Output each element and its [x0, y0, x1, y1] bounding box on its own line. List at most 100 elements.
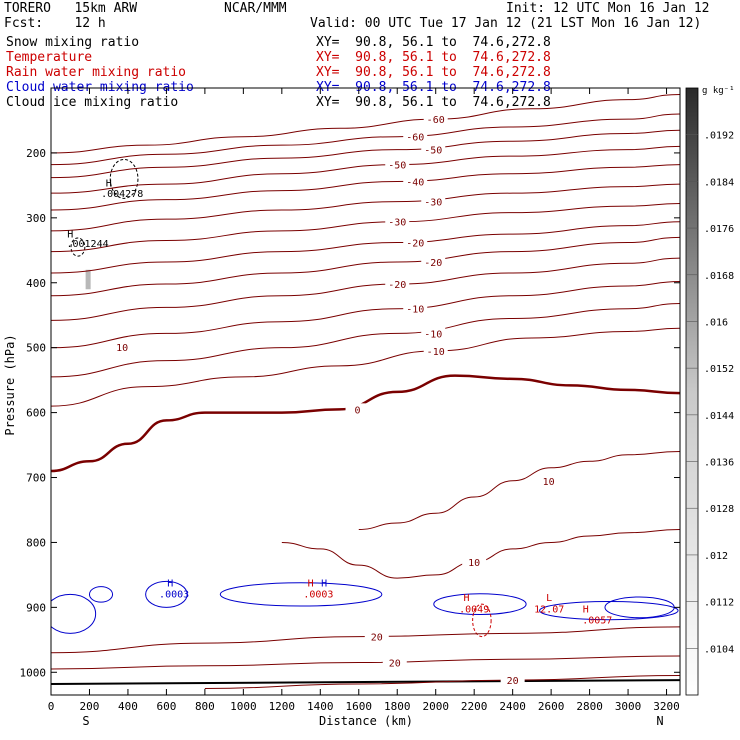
isotherm-label-bg	[421, 327, 446, 339]
max-min-annotation: H	[321, 579, 327, 590]
y-tick-label: 400	[26, 277, 46, 290]
max-min-annotation: H	[106, 179, 112, 190]
x-tick-label: 0	[48, 700, 55, 713]
y-axis-title: Pressure (hPa)	[3, 334, 17, 435]
isotherm-line	[51, 164, 680, 211]
x-axis-title: Distance (km)	[319, 714, 413, 728]
isotherm-label: -10	[427, 347, 445, 358]
max-min-annotation: L	[546, 593, 552, 604]
left-end-label: S	[82, 714, 89, 728]
x-tick-label: 2400	[499, 700, 526, 713]
x-tick-label: 200	[80, 700, 100, 713]
x-tick-label: 1400	[307, 700, 334, 713]
legend-field-4: Cloud ice mixing ratio	[6, 95, 179, 110]
isotherm-label-bg	[382, 656, 407, 668]
isotherm-line	[51, 257, 680, 321]
isotherm-line	[51, 626, 680, 654]
isotherm-line	[281, 528, 680, 579]
x-tick-label: 1600	[346, 700, 373, 713]
x-tick-label: 1800	[384, 700, 411, 713]
cloud-contour	[109, 158, 139, 199]
cloud-contour	[472, 603, 492, 638]
y-tick-label: 800	[26, 536, 46, 549]
colorbar-tick-label: .0136	[704, 458, 734, 469]
max-min-annotation: .004278	[101, 189, 143, 200]
x-tick-label: 3200	[653, 700, 680, 713]
model-title: TORERO 15km ARW	[4, 1, 138, 16]
isotherm-label: 20	[371, 633, 383, 644]
x-tick-label: 2600	[538, 700, 565, 713]
isotherm-label: 20	[389, 659, 401, 670]
colorbar-tick-label: .0184	[704, 177, 734, 188]
y-tick-label: 500	[26, 342, 46, 355]
isotherm-line	[51, 183, 680, 232]
isotherm-label: 10	[543, 477, 555, 488]
cloud-contour	[70, 237, 86, 257]
max-min-annotation: H	[583, 605, 589, 616]
isotherm-line	[51, 113, 680, 166]
isotherm-label-bg	[421, 143, 446, 155]
isotherm-label: -30	[388, 218, 406, 229]
isotherm-label-bg	[403, 236, 428, 248]
colorbar-scale	[685, 87, 699, 696]
colorbar-tick-label: .012	[704, 551, 728, 562]
colorbar-tick-label: .0176	[704, 224, 734, 235]
isotherm-label: 0	[355, 405, 361, 416]
isotherm-line	[51, 221, 680, 274]
legend-field-0: Snow mixing ratio	[6, 35, 140, 50]
isotherm-label: -50	[388, 161, 406, 172]
isotherm-line	[51, 327, 680, 407]
legend-field-1: Temperature	[6, 50, 93, 65]
isotherm-label: -20	[424, 258, 442, 269]
isotherm-line	[51, 374, 680, 473]
isotherm-line	[51, 236, 680, 297]
valid-time: Valid: 00 UTC Tue 17 Jan 12 (21 LST Mon …	[310, 16, 702, 31]
isotherm-label: -60	[406, 133, 424, 144]
plot-frame	[50, 87, 681, 696]
isotherm-label-bg	[345, 403, 370, 415]
isotherm-label-bg	[423, 113, 448, 125]
legend-xy-2: XY= 90.8, 56.1 to 74.6,272.8	[316, 65, 551, 80]
cloud-contour	[219, 582, 383, 607]
y-tick-label: 700	[26, 472, 46, 485]
cloud-contour	[88, 586, 114, 603]
isotherm-label-bg	[500, 674, 525, 686]
x-tick-label: 3000	[615, 700, 642, 713]
x-tick-label: 1000	[230, 700, 257, 713]
colorbar-tick-label: .0112	[704, 598, 734, 609]
cloud-contour	[539, 601, 679, 621]
x-tick-label: 600	[156, 700, 176, 713]
y-tick-label: 600	[26, 407, 46, 420]
isotherm-label: 20	[507, 676, 519, 687]
cloud-contour	[145, 580, 188, 608]
isotherm-label: -20	[406, 239, 424, 250]
isotherm-line	[51, 303, 680, 378]
isotherm-line	[51, 280, 680, 349]
isotherm-label-bg	[423, 344, 448, 356]
max-min-annotation: H	[167, 579, 173, 590]
cloud-contour	[604, 596, 675, 619]
isotherm-line	[51, 129, 680, 179]
legend-xy-4: XY= 90.8, 56.1 to 74.6,272.8	[316, 95, 551, 110]
isotherm-label-bg	[421, 255, 446, 267]
isotherm-line	[51, 93, 680, 154]
y-tick-label: 300	[26, 212, 46, 225]
max-min-annotation: .0049	[459, 605, 489, 616]
max-min-annotation: 12.07	[534, 605, 564, 616]
y-tick-label: 200	[26, 147, 46, 160]
x-tick-label: 2800	[576, 700, 603, 713]
y-tick-label: 1000	[20, 666, 47, 679]
isotherm-label-bg	[364, 630, 389, 642]
colorbar-tick-label: .0192	[704, 131, 734, 142]
legend-xy-0: XY= 90.8, 56.1 to 74.6,272.8	[316, 35, 551, 50]
colorbar-unit: g kg⁻¹	[702, 86, 735, 96]
isotherm-line	[51, 145, 680, 194]
max-min-annotation: .0057	[582, 616, 612, 627]
isotherm-label-bg	[385, 278, 410, 290]
x-tick-label: 1200	[269, 700, 296, 713]
isotherm-label: -20	[388, 280, 406, 291]
colorbar-tick-label: .0152	[704, 364, 734, 375]
center-title: NCAR/MMM	[224, 1, 287, 16]
x-tick-label: 800	[195, 700, 215, 713]
